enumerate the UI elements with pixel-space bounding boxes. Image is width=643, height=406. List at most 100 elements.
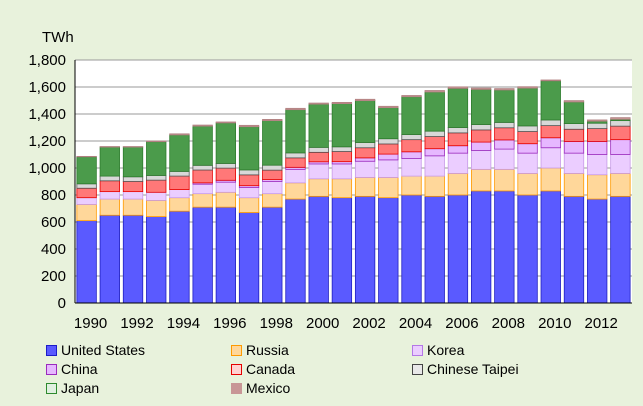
bar-canada-1992 <box>122 181 144 193</box>
bar-japan-2005 <box>424 91 445 132</box>
bar-russia-2009 <box>517 172 538 196</box>
bar-chinese-taipei-2003 <box>378 138 399 145</box>
bar-china-2006 <box>447 145 469 154</box>
legend-label: Mexico <box>246 380 291 396</box>
legend-swatch <box>231 344 242 356</box>
legend-swatch <box>46 363 57 375</box>
bar-canada-1995 <box>192 169 213 184</box>
bar-korea-1999 <box>285 168 306 184</box>
bar-china-2009 <box>517 143 538 154</box>
bar-mexico-2008 <box>494 88 515 91</box>
bar-canada-1998 <box>262 169 283 181</box>
bar-mexico-1995 <box>192 124 213 127</box>
bar-japan-2009 <box>517 87 538 127</box>
bar-canada-2000 <box>308 151 329 163</box>
bar-russia-2005 <box>424 175 445 197</box>
bar-russia-2011 <box>563 172 585 197</box>
bar-korea-1998 <box>262 181 283 195</box>
bar-russia-2007 <box>470 168 492 192</box>
y-tick-label: 1,000 <box>28 160 66 177</box>
y-tick-label: 1,800 <box>28 52 66 69</box>
bar-chinese-taipei-2010 <box>540 119 561 127</box>
bar-russia-2003 <box>378 177 399 199</box>
bar-china-2002 <box>354 157 376 162</box>
bar-united-states-1993 <box>146 216 167 304</box>
bar-canada-2013 <box>610 125 631 141</box>
bar-united-states-2000 <box>308 195 329 304</box>
bar-mexico-2011 <box>563 100 585 103</box>
legend-item-russia: Russia <box>231 341 289 359</box>
bar-korea-2004 <box>401 158 422 177</box>
bar-united-states-2001 <box>331 197 353 304</box>
bar-china-2013 <box>610 139 631 155</box>
bar-mexico-2001 <box>331 101 353 105</box>
bar-mexico-2003 <box>378 105 399 109</box>
y-tick-label: 1,400 <box>28 106 66 123</box>
legend-item-korea: Korea <box>412 341 464 359</box>
bar-canada-1999 <box>285 157 306 168</box>
bar-canada-1997 <box>238 174 260 187</box>
bar-japan-2011 <box>563 101 585 124</box>
bar-russia-2006 <box>447 172 469 196</box>
bar-chinese-taipei-1996 <box>215 163 237 169</box>
bar-korea-2012 <box>587 154 608 176</box>
bar-japan-2010 <box>540 80 561 121</box>
bar-russia-2008 <box>494 168 515 192</box>
bar-korea-2011 <box>563 152 585 174</box>
bar-united-states-2007 <box>470 190 492 304</box>
y-axis-unit-label: TWh <box>42 29 74 46</box>
bar-chinese-taipei-1997 <box>238 169 260 176</box>
bar-mexico-2004 <box>401 95 422 98</box>
bar-canada-2005 <box>424 136 445 150</box>
bar-canada-2004 <box>401 139 422 153</box>
bar-korea-2009 <box>517 152 538 174</box>
bar-russia-1998 <box>262 193 283 208</box>
bar-russia-1995 <box>192 193 213 208</box>
bar-united-states-2003 <box>378 197 399 304</box>
bar-japan-1997 <box>238 126 260 171</box>
bar-russia-1992 <box>122 198 144 216</box>
y-tick-label: 400 <box>41 241 66 258</box>
legend: United States Russia Korea China Canada … <box>46 341 636 401</box>
bar-chinese-taipei-2002 <box>354 142 376 149</box>
bar-mexico-2007 <box>470 87 492 90</box>
bar-united-states-2004 <box>401 194 422 304</box>
bar-united-states-2012 <box>587 198 608 304</box>
bar-japan-2004 <box>401 96 422 135</box>
bar-canada-2010 <box>540 125 561 139</box>
bar-united-states-2002 <box>354 195 376 304</box>
bar-mexico-2002 <box>354 98 376 102</box>
bar-mexico-1999 <box>285 107 306 111</box>
bar-japan-1991 <box>99 146 120 177</box>
legend-label: Japan <box>61 380 100 396</box>
bar-korea-2013 <box>610 154 631 174</box>
x-tick-label: 1992 <box>120 315 153 332</box>
bar-japan-1996 <box>215 122 237 164</box>
y-tick-label: 1,200 <box>28 133 66 150</box>
bar-canada-1990 <box>76 187 97 199</box>
legend-label: Chinese Taipei <box>427 361 519 377</box>
bar-chinese-taipei-1992 <box>122 176 144 182</box>
bar-russia-1993 <box>146 199 167 217</box>
x-tick-label: 2002 <box>352 315 385 332</box>
bar-canada-2011 <box>563 128 585 142</box>
bar-united-states-1999 <box>285 198 306 304</box>
bar-chinese-taipei-1999 <box>285 152 306 159</box>
bar-japan-2000 <box>308 103 329 148</box>
y-tick-label: 600 <box>41 214 66 231</box>
bar-canada-1994 <box>169 175 190 191</box>
bar-japan-2002 <box>354 100 376 143</box>
bar-korea-1990 <box>76 197 97 205</box>
bar-japan-2001 <box>331 103 353 148</box>
bar-mexico-2005 <box>424 90 445 93</box>
bar-japan-1995 <box>192 125 213 166</box>
legend-swatch <box>412 363 423 375</box>
bar-mexico-1991 <box>99 146 120 148</box>
bar-russia-2010 <box>540 167 561 192</box>
bar-chinese-taipei-2006 <box>447 127 469 134</box>
bar-china-2007 <box>470 141 492 151</box>
bar-japan-1992 <box>122 146 144 178</box>
bar-korea-2005 <box>424 155 445 177</box>
bar-russia-1990 <box>76 204 97 222</box>
